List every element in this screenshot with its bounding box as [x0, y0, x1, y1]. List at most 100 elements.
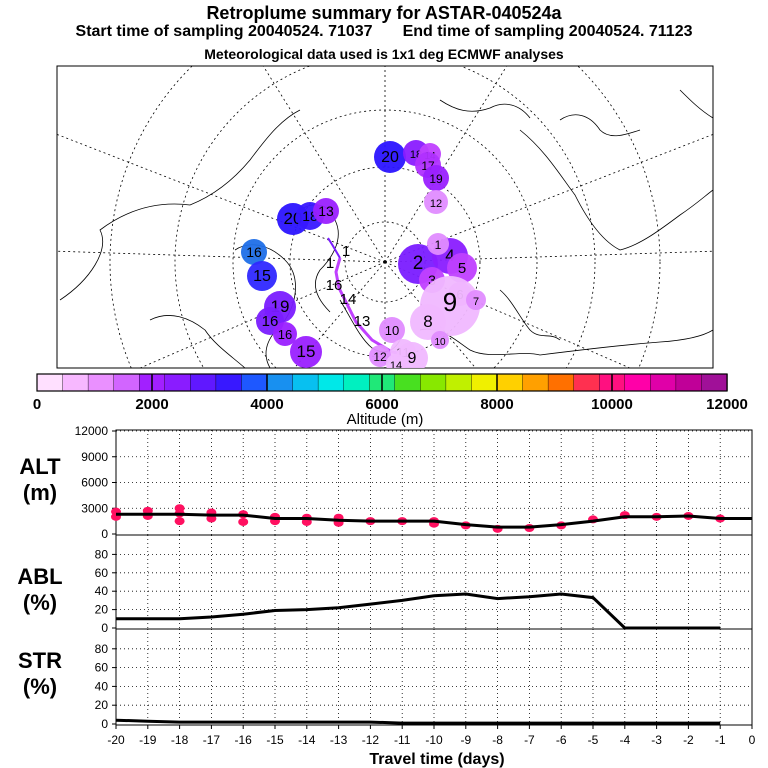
y-tick-label: 20 — [95, 698, 109, 712]
svg-text:16: 16 — [326, 277, 343, 294]
cluster-marker — [313, 198, 339, 224]
chart-title: Retroplume summary for ASTAR-040524a — [206, 3, 562, 23]
alt-cluster-dot — [174, 517, 185, 526]
x-tick-label: -8 — [492, 733, 503, 747]
colorbar-cell — [420, 373, 447, 392]
cluster-marker — [423, 165, 449, 191]
x-tick-label: -17 — [203, 733, 221, 747]
y-tick-label: 0 — [101, 717, 108, 731]
colorbar-cell — [445, 373, 473, 392]
x-tick-label: 0 — [749, 733, 756, 747]
abl-line — [116, 592, 721, 630]
colorbar-tick-label: 4000 — [250, 396, 283, 413]
cluster-marker — [369, 345, 391, 367]
x-tick-label: -18 — [171, 733, 189, 747]
cluster-label: 9 — [408, 350, 417, 367]
cluster-label: 15 — [297, 342, 316, 361]
cluster-marker — [247, 261, 277, 291]
colorbar-cell — [215, 373, 243, 392]
cluster-marker — [374, 141, 406, 173]
cluster-label: 13 — [318, 203, 334, 219]
x-tick-label: -3 — [651, 733, 662, 747]
cluster-marker — [466, 290, 486, 310]
str-ylabel-unit: (%) — [23, 674, 57, 699]
x-tick-label: -12 — [362, 733, 380, 747]
cluster-label: 16 — [246, 244, 262, 260]
colorbar-cell — [343, 373, 370, 392]
polar-map: 2018141719122018131615191616152415369781… — [56, 65, 714, 372]
alt-ylabel: ALT — [19, 454, 61, 479]
cluster-marker — [273, 322, 297, 346]
colorbar-cell — [292, 373, 319, 392]
x-tick-label: -9 — [460, 733, 471, 747]
cluster-label: 10 — [385, 323, 399, 338]
cluster-label: 20 — [381, 149, 399, 166]
x-tick-label: -13 — [330, 733, 348, 747]
svg-text:14: 14 — [340, 291, 357, 308]
y-tick-label: 40 — [95, 584, 109, 598]
x-tick-label: -5 — [588, 733, 599, 747]
cluster-label: 5 — [458, 260, 466, 277]
cluster-label: 14 — [390, 360, 402, 372]
colorbar-cell — [522, 373, 549, 392]
colorbar-cell — [87, 373, 115, 392]
colorbar-cell — [573, 373, 600, 392]
x-axis-label: Travel time (days) — [369, 751, 504, 768]
colorbar-cell — [266, 373, 294, 392]
cluster-label: 9 — [443, 287, 457, 317]
y-tick-label: 60 — [95, 661, 109, 675]
abl-panel: 0 20 40 60 80 ABL (%) — [17, 534, 753, 635]
cluster-label: 1 — [435, 238, 442, 252]
cluster-label: 8 — [423, 312, 432, 331]
x-tick-label: -2 — [683, 733, 694, 747]
cluster-marker — [427, 233, 449, 255]
end-time: End time of sampling 20040524. 71123 — [402, 23, 693, 40]
met-data-note: Meteorological data used is 1x1 deg ECMW… — [204, 46, 564, 62]
cluster-label: 7 — [473, 296, 479, 308]
y-tick-label: 12000 — [75, 424, 109, 438]
colorbar-tick-label: 10000 — [591, 396, 633, 413]
x-tick-label: -20 — [107, 733, 125, 747]
cluster-label: 15 — [253, 268, 271, 285]
cluster-marker — [379, 317, 405, 343]
colorbar-tick-label: 12000 — [706, 396, 748, 413]
colorbar-cell — [241, 373, 268, 392]
sampling-times: Start time of sampling 20040524. 71037 En… — [0, 23, 768, 41]
colorbar-cell — [113, 373, 140, 392]
y-tick-label: 0 — [101, 527, 108, 541]
x-tick-label: -1 — [715, 733, 726, 747]
colorbar-tick-label: 6000 — [365, 396, 398, 413]
colorbar-cell — [547, 373, 575, 392]
cluster-marker — [431, 331, 449, 349]
y-tick-label: 3000 — [81, 501, 108, 515]
colorbar-cell — [317, 373, 345, 392]
y-tick-label: 80 — [95, 642, 109, 656]
start-time: Start time of sampling 20040524. 71037 — [75, 23, 373, 40]
colorbar-cell — [62, 373, 89, 392]
colorbar-tick-label: 0 — [33, 396, 41, 413]
colorbar-cell — [650, 373, 677, 392]
alt-cluster-dot — [238, 517, 249, 526]
cluster-label: 4 — [445, 246, 454, 265]
colorbar-label: Altitude (m) — [347, 411, 424, 428]
x-tick-label: -16 — [235, 733, 253, 747]
colorbar-cell — [471, 373, 498, 392]
alt-ylabel-unit: (m) — [23, 480, 57, 505]
colorbar-tick-label: 8000 — [480, 396, 513, 413]
x-tick-label: -19 — [139, 733, 157, 747]
y-tick-label: 6000 — [81, 476, 108, 490]
cluster-marker — [410, 304, 446, 340]
cluster-marker — [424, 190, 448, 214]
str-panel: 0 20 40 60 80 STR (%) — [18, 628, 753, 731]
x-tick-label: -10 — [425, 733, 443, 747]
colorbar-cell — [394, 373, 422, 392]
y-tick-label: 60 — [95, 566, 109, 580]
x-tick-label: -6 — [556, 733, 567, 747]
altitude-colorbar: 0 2000 4000 6000 8000 10000 12000 Altitude (m) — [33, 373, 748, 428]
cluster-label: 19 — [429, 172, 443, 186]
colorbar-cell — [624, 373, 652, 392]
alt-panel: 0 3000 6000 9000 12000 ALT (m) — [19, 424, 753, 541]
cluster-label: 3 — [428, 272, 436, 288]
x-tick-label: -15 — [266, 733, 284, 747]
